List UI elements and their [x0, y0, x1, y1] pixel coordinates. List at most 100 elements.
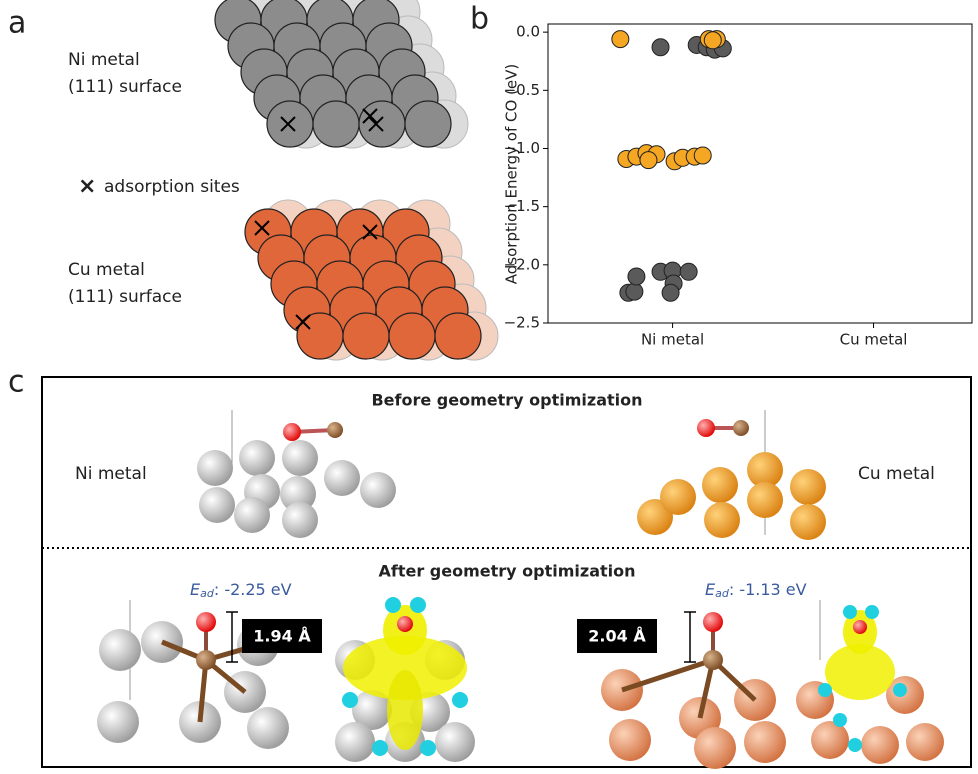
atom — [703, 650, 723, 670]
atom — [239, 440, 275, 476]
cu-label: Cu metal — [68, 260, 145, 280]
atom — [906, 723, 944, 761]
atom — [697, 419, 715, 437]
energy-value: : -2.25 eV — [214, 580, 292, 599]
density-blob — [865, 605, 879, 619]
site-marker — [362, 108, 378, 124]
atom — [790, 504, 826, 540]
point — [639, 151, 658, 170]
density-blob — [420, 740, 436, 756]
point — [627, 267, 646, 286]
density-blob — [833, 713, 847, 727]
density-blob — [825, 644, 895, 700]
y-tick-label: −2.0 — [504, 255, 540, 273]
density-blob — [848, 738, 862, 752]
atom — [247, 707, 289, 749]
atom — [744, 721, 786, 763]
atom — [266, 100, 314, 148]
legend-text: adsorption sites — [104, 177, 240, 197]
bond — [621, 657, 714, 693]
ni-label: (111) surface — [68, 77, 182, 97]
atom — [747, 452, 783, 488]
site-marker — [280, 116, 296, 132]
atom — [335, 722, 375, 762]
panel-label: c — [8, 365, 25, 400]
energy-symbol: E — [705, 580, 716, 599]
atom — [196, 612, 216, 632]
point — [625, 282, 644, 301]
atom — [312, 100, 360, 148]
distance-box — [577, 619, 657, 653]
atom — [282, 502, 318, 538]
site-marker — [368, 116, 384, 132]
atom — [199, 487, 235, 523]
atom — [342, 312, 390, 360]
atom — [811, 721, 849, 759]
density-blob — [342, 692, 358, 708]
point — [679, 262, 698, 281]
ni-label: Ni metal — [75, 464, 147, 484]
panel-label: a — [8, 6, 26, 41]
bond — [197, 659, 209, 723]
atom — [702, 467, 738, 503]
energy-value: : -1.13 eV — [729, 580, 807, 599]
atom — [404, 100, 452, 148]
atom — [660, 479, 696, 515]
y-tick-label: 0.0 — [516, 23, 540, 41]
atom — [197, 450, 233, 486]
atom — [853, 620, 867, 634]
density-blob — [818, 683, 832, 697]
y-tick-label: −0.5 — [504, 81, 540, 99]
atom — [733, 420, 749, 436]
ni-label: Ni metal — [68, 50, 140, 70]
atom — [747, 482, 783, 518]
energy-subscript: ad — [200, 587, 215, 600]
atom — [358, 100, 406, 148]
density-blob — [372, 740, 388, 756]
plot: 0.0 −0.5 −1.0 −1.5 −2.0 −2.5 Ni metal Cu metal — [504, 23, 973, 349]
density-blob — [452, 692, 468, 708]
site-marker — [295, 314, 311, 330]
density-blob — [410, 597, 426, 613]
after-title: After geometry optimization — [378, 562, 635, 581]
atom — [99, 629, 141, 671]
cu-label: Cu metal — [858, 464, 935, 484]
y-tick-label: −1.0 — [504, 139, 540, 157]
x-tick-label: Cu metal — [840, 331, 908, 349]
distance-label: 1.94 Å — [253, 627, 311, 646]
atom — [703, 612, 723, 632]
y-axis-label: Adsorption Energy of CO (eV) — [503, 64, 521, 284]
energy-subscript: ad — [715, 587, 730, 600]
atom — [327, 422, 343, 438]
atom — [861, 726, 899, 764]
atom — [280, 476, 316, 512]
atom — [352, 690, 392, 730]
density-blob — [385, 597, 401, 613]
before-title: Before geometry optimization — [371, 391, 642, 410]
atom — [283, 423, 301, 441]
cu-label: (111) surface — [68, 287, 182, 307]
plot-frame — [547, 23, 973, 324]
atom — [388, 312, 436, 360]
density-blob — [893, 683, 907, 697]
point — [651, 38, 670, 57]
site-marker — [362, 224, 378, 240]
distance-label: 2.04 Å — [588, 627, 646, 646]
atom — [790, 469, 826, 505]
panel-label: b — [470, 2, 489, 37]
atom — [609, 719, 651, 761]
atom — [435, 722, 475, 762]
energy-label: Ead: -1.13 eV — [705, 580, 807, 601]
density-blob — [387, 670, 423, 750]
point — [611, 30, 630, 49]
point — [693, 146, 712, 165]
energy-label: Ead: -2.25 eV — [190, 580, 292, 601]
x-tick-label: Ni metal — [641, 331, 704, 349]
atom — [196, 650, 216, 670]
energy-symbol: E — [190, 580, 201, 599]
atom — [434, 312, 482, 360]
atom — [97, 701, 139, 743]
atom — [282, 440, 318, 476]
